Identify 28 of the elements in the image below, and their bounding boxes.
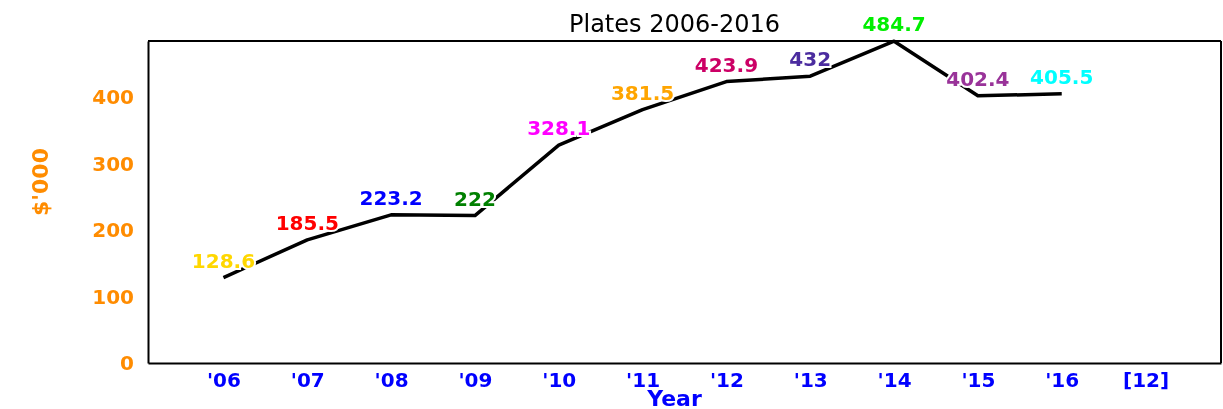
- data-label: 484.7: [862, 12, 926, 37]
- x-tick-label: '08: [374, 368, 409, 393]
- data-label: 432: [789, 47, 832, 72]
- x-tick-label: '09: [458, 368, 493, 393]
- x-tick-label: '07: [290, 368, 325, 393]
- x-tick-label: '12: [709, 368, 744, 393]
- data-label: 405.5: [1030, 64, 1094, 89]
- y-tick-label: 100: [92, 284, 134, 309]
- x-tick-label: '10: [542, 368, 577, 393]
- data-label: 328.1: [527, 116, 591, 141]
- y-tick-label: 400: [92, 85, 134, 110]
- data-label: 423.9: [694, 52, 759, 77]
- y-tick-label: 200: [92, 218, 134, 243]
- data-label: 185.5: [275, 210, 339, 235]
- data-label: 128.6: [191, 248, 256, 273]
- chart-title: Plates 2006-2016: [569, 10, 780, 38]
- x-tick-label: '15: [961, 368, 996, 393]
- x-tick-label: '16: [1045, 368, 1080, 393]
- x-tick-label: '06: [206, 368, 241, 393]
- x-tick-label: [12]: [1122, 368, 1170, 393]
- data-label: 381.5: [610, 80, 675, 105]
- y-tick-label: 300: [92, 151, 134, 176]
- x-tick-label: '13: [793, 368, 828, 393]
- x-tick-label: '14: [877, 368, 912, 393]
- y-axis-title: $'000: [28, 148, 53, 216]
- data-label: 222: [454, 186, 496, 211]
- data-label: 223.2: [359, 185, 423, 210]
- y-tick-label: 0: [120, 350, 134, 375]
